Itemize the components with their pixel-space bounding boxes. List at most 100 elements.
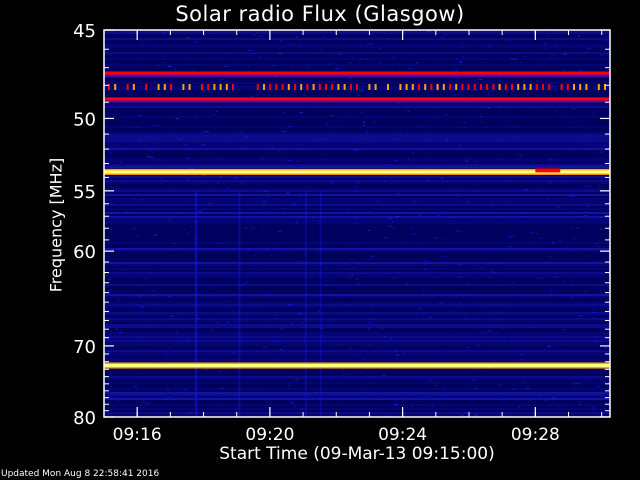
noise-speck	[201, 131, 206, 133]
band-pulse	[325, 84, 327, 90]
vertical-burst	[319, 190, 322, 417]
noise-speck	[256, 94, 258, 96]
noise-speck	[439, 295, 441, 297]
noise-speck	[434, 106, 436, 108]
noise-speck	[503, 123, 507, 125]
noise-speck	[141, 41, 143, 43]
noise-speck	[110, 63, 113, 65]
noise-speck	[425, 139, 430, 141]
band-pulse	[473, 84, 476, 90]
noise-speck	[376, 200, 380, 202]
noise-speck	[294, 379, 299, 381]
noise-speck	[174, 132, 177, 133]
noise-speck	[157, 64, 161, 66]
noise-speck	[275, 359, 279, 361]
noise-speck	[442, 211, 446, 213]
noise-speck	[383, 347, 386, 349]
noise-row	[104, 198, 610, 200]
noise-speck	[190, 168, 194, 170]
noise-speck	[512, 388, 516, 390]
noise-speck	[438, 302, 443, 304]
noise-speck	[254, 309, 257, 311]
noise-speck	[230, 310, 235, 312]
noise-speck	[248, 66, 250, 68]
noise-speck	[510, 341, 514, 343]
noise-speck	[441, 404, 443, 406]
noise-speck	[273, 341, 277, 343]
noise-speck	[524, 191, 526, 193]
noise-speck	[116, 399, 120, 401]
noise-speck	[320, 327, 325, 329]
noise-speck	[393, 350, 397, 352]
noise-speck	[584, 185, 587, 186]
noise-row	[104, 396, 610, 398]
noise-speck	[507, 200, 510, 202]
noise-speck	[460, 43, 465, 45]
noise-speck	[363, 273, 365, 274]
noise-speck	[533, 208, 535, 210]
noise-speck	[371, 319, 374, 321]
noise-speck	[441, 250, 443, 252]
noise-speck	[147, 156, 150, 158]
noise-speck	[138, 115, 142, 116]
noise-speck	[153, 234, 158, 236]
noise-speck	[480, 121, 484, 122]
noise-speck	[393, 109, 395, 111]
noise-speck	[447, 114, 449, 116]
band-pulse	[368, 84, 371, 90]
noise-speck	[117, 297, 120, 299]
noise-speck	[375, 226, 377, 228]
noise-row	[104, 114, 610, 116]
noise-speck	[397, 328, 399, 330]
band-pulse	[449, 84, 451, 90]
noise-speck	[143, 401, 146, 403]
y-tick-label: 70	[73, 337, 96, 358]
noise-speck	[550, 55, 553, 57]
noise-speck	[371, 306, 374, 308]
noise-speck	[319, 274, 321, 276]
noise-speck	[292, 43, 295, 45]
noise-speck	[549, 159, 553, 161]
noise-speck	[119, 397, 123, 399]
noise-speck	[131, 276, 133, 278]
noise-speck	[290, 402, 294, 404]
noise-speck	[176, 248, 180, 250]
noise-speck	[210, 91, 213, 93]
noise-row	[104, 318, 610, 320]
noise-speck	[245, 54, 247, 56]
noise-speck	[440, 36, 444, 38]
noise-speck	[467, 347, 471, 348]
noise-speck	[150, 156, 154, 158]
noise-speck	[244, 227, 248, 229]
noise-row	[104, 110, 610, 112]
band-pulse	[467, 84, 470, 90]
noise-speck	[245, 136, 248, 138]
noise-speck	[209, 329, 214, 331]
noise-speck	[493, 360, 497, 362]
noise-row	[104, 164, 610, 166]
noise-speck	[167, 218, 172, 220]
noise-row	[104, 40, 610, 42]
noise-row	[104, 224, 610, 226]
noise-speck	[173, 249, 177, 251]
noise-row	[104, 262, 610, 264]
noise-row	[104, 290, 610, 292]
noise-speck	[543, 43, 546, 44]
noise-row	[104, 134, 610, 136]
noise-speck	[191, 49, 194, 51]
noise-speck	[113, 161, 115, 163]
noise-speck	[580, 119, 583, 121]
noise-speck	[349, 348, 353, 350]
noise-speck	[456, 58, 458, 60]
noise-speck	[465, 158, 468, 160]
noise-speck	[317, 310, 320, 312]
noise-speck	[570, 195, 575, 197]
noise-row	[104, 274, 610, 276]
noise-row	[104, 50, 610, 52]
noise-speck	[426, 120, 428, 122]
noise-speck	[110, 150, 112, 152]
noise-speck	[451, 166, 456, 168]
band-pulse	[126, 84, 129, 90]
noise-speck	[510, 346, 515, 348]
noise-speck	[105, 337, 110, 339]
